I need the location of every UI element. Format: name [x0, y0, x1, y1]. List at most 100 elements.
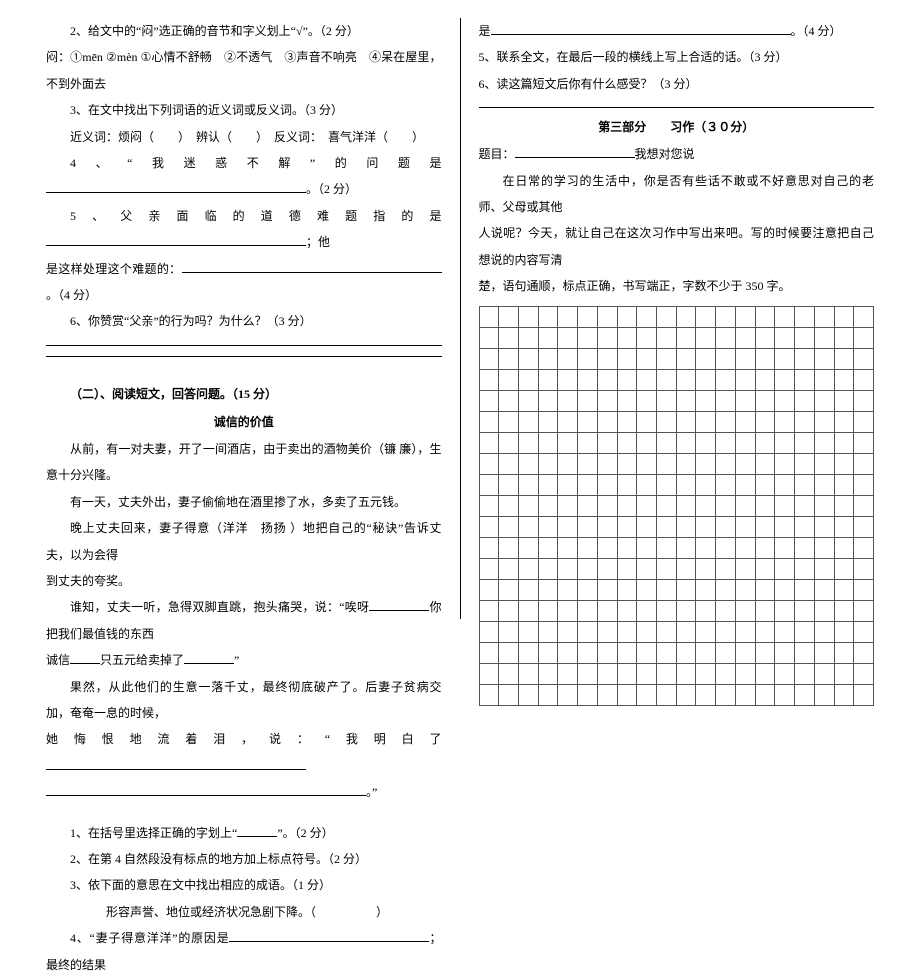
p5b: 她悔恨地流着泪，说：“我明白了 [46, 732, 442, 746]
grid-cell [854, 370, 874, 391]
grid-cell [756, 622, 776, 643]
grid-cell [578, 622, 598, 643]
grid-cell [519, 559, 539, 580]
grid-cell [677, 622, 697, 643]
grid-cell [637, 475, 657, 496]
q4-end: 。（2 分） [306, 182, 357, 196]
grid-cell [677, 307, 697, 328]
grid-cell [716, 538, 736, 559]
grid-cell [736, 580, 756, 601]
grid-cell [657, 643, 677, 664]
blank [237, 825, 277, 837]
grid-cell [677, 580, 697, 601]
grid-cell [539, 664, 559, 685]
grid-cell [677, 454, 697, 475]
grid-cell [736, 307, 756, 328]
grid-cell [539, 349, 559, 370]
grid-cell [519, 496, 539, 517]
writing-grid [479, 306, 875, 706]
grid-cell [716, 685, 736, 706]
grid-cell [519, 391, 539, 412]
grid-cell [637, 622, 657, 643]
grid-cell [795, 496, 815, 517]
grid-cell [598, 643, 618, 664]
grid-cell [480, 580, 500, 601]
grid-cell [815, 517, 835, 538]
grid-cell [578, 538, 598, 559]
grid-cell [499, 664, 519, 685]
grid-cell [835, 370, 855, 391]
grid-cell [539, 433, 559, 454]
grid-cell [775, 559, 795, 580]
grid-cell [499, 370, 519, 391]
grid-cell [618, 496, 638, 517]
grid-cell [854, 412, 874, 433]
grid-cell [578, 391, 598, 412]
grid-cell [696, 643, 716, 664]
grid-cell [756, 475, 776, 496]
grid-cell [815, 622, 835, 643]
grid-cell [637, 307, 657, 328]
grid-cell [618, 475, 638, 496]
grid-cell [854, 307, 874, 328]
grid-cell [637, 391, 657, 412]
grid-cell [539, 475, 559, 496]
grid-cell [637, 433, 657, 454]
p3b: 到丈夫的夸奖。 [46, 568, 442, 594]
sq3b: 形容声誉、地位或经济状况急剧下降。（ ） [46, 899, 442, 925]
blank [46, 758, 306, 770]
sq1: 1、在括号里选择正确的字划上“”。（2 分） [46, 820, 442, 846]
grid-cell [480, 601, 500, 622]
grid-cell [854, 475, 874, 496]
grid-cell [598, 622, 618, 643]
p4b: 诚信 [46, 653, 70, 667]
grid-cell [756, 307, 776, 328]
grid-cell [578, 559, 598, 580]
grid-cell [539, 328, 559, 349]
q5b-end: 。（4 分） [46, 288, 97, 302]
grid-cell [539, 517, 559, 538]
grid-cell [677, 685, 697, 706]
grid-cell [558, 349, 578, 370]
grid-cell [716, 370, 736, 391]
grid-cell [637, 454, 657, 475]
grid-cell [539, 496, 559, 517]
blank [182, 261, 442, 273]
grid-cell [598, 496, 618, 517]
grid-cell [657, 580, 677, 601]
grid-cell [578, 643, 598, 664]
grid-cell [539, 412, 559, 433]
grid-cell [499, 559, 519, 580]
grid-cell [598, 685, 618, 706]
grid-cell [696, 496, 716, 517]
grid-cell [480, 391, 500, 412]
intro1: 在日常的学习的生活中，你是否有些话不敢或不好意思对自己的老师、父母或其他 [479, 168, 875, 221]
grid-cell [835, 601, 855, 622]
grid-cell [539, 559, 559, 580]
grid-cell [499, 454, 519, 475]
grid-cell [775, 622, 795, 643]
grid-cell [775, 349, 795, 370]
grid-cell [835, 475, 855, 496]
grid-cell [558, 664, 578, 685]
r5: 5、联系全文，在最后一段的横线上写上合适的话。（3 分） [479, 44, 875, 70]
grid-cell [795, 391, 815, 412]
grid-cell [677, 643, 697, 664]
grid-cell [637, 538, 657, 559]
grid-cell [736, 538, 756, 559]
grid-cell [716, 475, 736, 496]
grid-cell [736, 454, 756, 475]
grid-cell [480, 559, 500, 580]
q5a: 5、父亲面临的道德难题指的是；他 [46, 203, 442, 256]
grid-cell [795, 643, 815, 664]
grid-cell [657, 328, 677, 349]
grid-cell [657, 664, 677, 685]
grid-cell [637, 328, 657, 349]
grid-cell [637, 370, 657, 391]
grid-cell [835, 496, 855, 517]
r6: 6、读这篇短文后你有什么感受？（3 分） [479, 71, 875, 97]
grid-cell [795, 559, 815, 580]
grid-cell [637, 559, 657, 580]
grid-cell [618, 307, 638, 328]
grid-cell [775, 685, 795, 706]
